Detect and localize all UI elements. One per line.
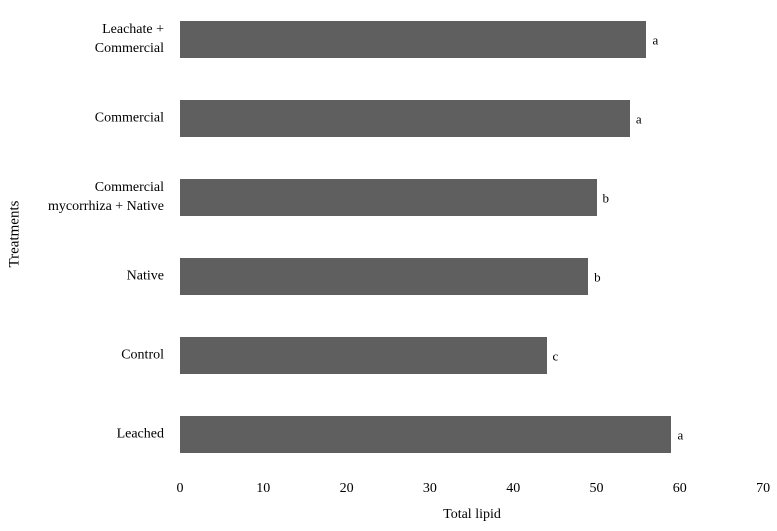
bar xyxy=(180,178,597,216)
x-tick-label: 60 xyxy=(672,481,687,496)
x-tick-label: 10 xyxy=(256,481,271,496)
bar xyxy=(180,415,672,453)
x-tick-label: 20 xyxy=(339,481,354,496)
x-tick-label: 30 xyxy=(422,481,437,496)
bar xyxy=(180,257,589,295)
y-category-label: Control xyxy=(121,347,164,363)
y-category-label: Commercial xyxy=(94,110,164,126)
significance-letter: c xyxy=(552,348,559,364)
significance-letter: a xyxy=(652,32,659,48)
significance-letter: a xyxy=(677,427,684,443)
y-category-label: Native xyxy=(126,268,164,284)
y-category-label: Leached xyxy=(116,426,164,442)
x-tick-label: 50 xyxy=(589,481,604,496)
bar xyxy=(180,20,647,58)
x-tick-label: 0 xyxy=(176,481,184,496)
significance-letter: b xyxy=(602,190,610,206)
x-axis-title: Total lipid xyxy=(443,507,501,522)
bar xyxy=(180,99,630,137)
bar xyxy=(180,336,547,374)
y-category-label: Leachate + Commercial xyxy=(94,22,164,56)
y-category-label: Commercial mycorrhiza + Native xyxy=(48,180,164,214)
significance-letter: a xyxy=(635,111,642,127)
x-tick-label: 40 xyxy=(506,481,521,496)
x-tick-label: 70 xyxy=(756,481,771,496)
significance-letter: b xyxy=(594,269,601,285)
